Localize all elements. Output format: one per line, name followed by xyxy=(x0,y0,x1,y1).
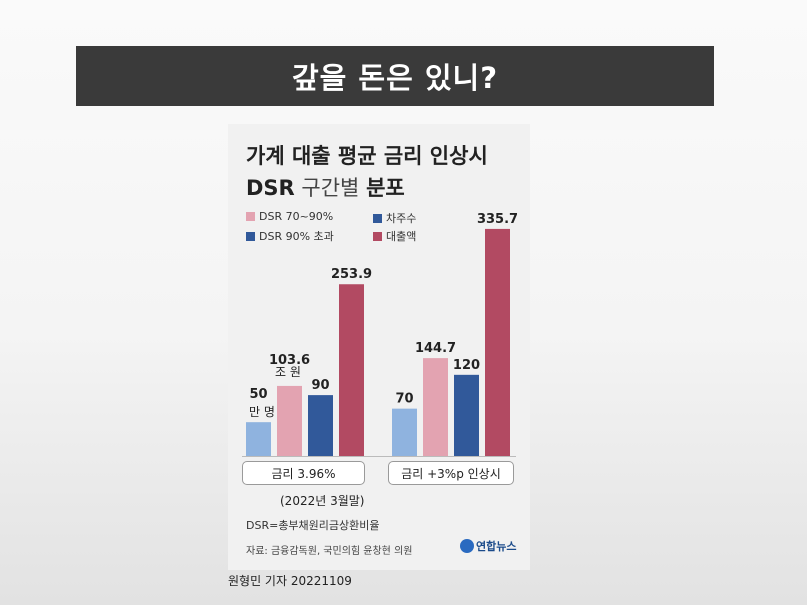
bar-dsr70-borrowers-1 xyxy=(246,422,271,456)
bar-dsr70-amount-2 xyxy=(423,358,448,456)
category-label-rate-hike: 금리 +3%p 인상시 xyxy=(388,461,514,485)
chart-title-line2: DSR 구간별 분포 xyxy=(246,172,405,202)
dsr-definition-note: DSR=총부채원리금상환비율 xyxy=(246,519,380,532)
slide-title: 갚을 돈은 있니? xyxy=(291,61,499,95)
legend-label: DSR 70~90% xyxy=(259,210,334,223)
bar-dsr90-borrowers-2 xyxy=(454,374,479,456)
legend-swatch xyxy=(373,213,382,223)
reporter-byline: 원형민 기자 20221109 xyxy=(228,574,352,588)
legend-item-borrowers: 차주수 xyxy=(373,210,416,226)
bar-dsr90-amount-1 xyxy=(339,284,364,456)
legend-label: 대출액 xyxy=(386,230,417,243)
value-label: 120 xyxy=(453,358,480,373)
legend-swatch xyxy=(246,212,255,221)
legend-item-dsr-90-over: DSR 90% 초과 xyxy=(246,228,334,244)
legend-item-amount: 대출액 xyxy=(373,228,416,244)
value-label: 50 xyxy=(249,387,267,402)
unit-label-amount: 조 원 xyxy=(275,365,301,379)
legend-swatch xyxy=(246,231,255,241)
yonhap-logo: 연합뉴스 xyxy=(460,538,516,554)
bar-dsr90-amount-2 xyxy=(485,228,510,456)
slide-title-banner: 갚을 돈은 있니? xyxy=(76,46,714,106)
chart-title-line1: 가계 대출 평균 금리 인상시 xyxy=(246,144,488,168)
source-note: 자료: 금융감독원, 국민의힘 윤창현 의원 xyxy=(246,546,413,557)
value-label: 90 xyxy=(311,378,329,393)
value-label: 335.7 xyxy=(477,212,518,227)
yonhap-logo-icon xyxy=(460,539,474,553)
bar-dsr70-borrowers-2 xyxy=(392,408,417,456)
category-label-current-rate: 금리 3.96% xyxy=(242,461,365,485)
title-distribution: 분포 xyxy=(366,176,405,200)
bar-dsr70-amount-1 xyxy=(277,385,302,456)
infographic-card: 가계 대출 평균 금리 인상시 DSR 구간별 분포 DSR 70~90% 차주… xyxy=(228,124,530,570)
legend-swatch xyxy=(373,231,382,241)
legend-item-dsr-70-90: DSR 70~90% xyxy=(246,210,333,223)
value-label: 70 xyxy=(395,392,413,407)
legend-label: DSR 90% 초과 xyxy=(259,230,334,243)
value-label: 253.9 xyxy=(331,267,372,282)
value-label: 103.6 xyxy=(269,353,310,368)
title-dsr: DSR xyxy=(246,176,295,200)
value-label: 144.7 xyxy=(415,341,456,356)
date-note: (2022년 3월말) xyxy=(280,494,365,508)
bar-chart: 50 103.690 253.9 70 144.7 120 335.7 만 명 조 원 xyxy=(242,212,518,457)
unit-label-borrowers: 만 명 xyxy=(249,405,275,419)
title-section: 구간별 xyxy=(301,176,360,200)
legend-label: 차주수 xyxy=(386,212,417,225)
bar-dsr90-borrowers-1 xyxy=(308,395,333,456)
